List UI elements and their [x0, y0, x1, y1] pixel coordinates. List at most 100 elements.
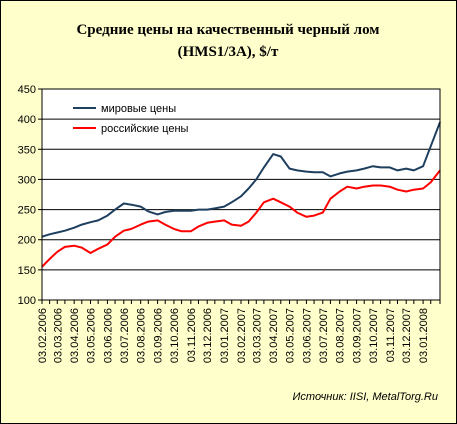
data-point-0: [405, 167, 407, 170]
x-tick-label: 03.07.2006: [119, 308, 131, 363]
data-point-0: [214, 207, 216, 209]
data-point-0: [322, 171, 324, 173]
plot-border: [41, 88, 441, 301]
data-point-1: [97, 248, 99, 250]
data-point-0: [173, 210, 175, 212]
data-point-1: [296, 211, 298, 214]
data-point-0: [106, 215, 109, 217]
data-point-0: [389, 166, 391, 168]
gridlines: [42, 118, 440, 271]
x-tick-label: 03.01.2007: [219, 308, 231, 363]
plot-area: [42, 89, 440, 300]
x-axis: 03.02.2006 03.03.2006 03.04.2006 03.05.2006…: [37, 300, 441, 363]
data-point-0: [231, 201, 233, 203]
data-point-0: [355, 169, 358, 171]
y-tick-label: 250: [18, 205, 36, 217]
data-point-1: [106, 243, 109, 246]
x-tick-label: 03.09.2006: [153, 308, 165, 363]
data-point-0: [156, 213, 159, 215]
data-point-1: [64, 246, 66, 248]
data-point-0: [363, 167, 365, 170]
data-point-0: [339, 172, 341, 174]
data-point-1: [214, 221, 216, 223]
data-point-0: [164, 211, 166, 213]
data-point-0: [372, 165, 374, 167]
data-point-1: [422, 187, 424, 190]
x-tick-label: 03.08.2006: [136, 308, 148, 363]
data-point-0: [56, 231, 58, 234]
data-point-0: [422, 165, 424, 167]
data-point-1: [190, 230, 192, 232]
data-point-0: [223, 205, 225, 208]
x-tick-label: 03.02.2007: [236, 308, 248, 363]
data-point-1: [56, 251, 58, 253]
data-point-1: [140, 224, 142, 226]
data-point-1: [363, 186, 365, 188]
data-point-1: [248, 221, 250, 223]
x-tick-label: 03.03.2007: [251, 308, 263, 363]
data-point-0: [190, 210, 192, 212]
data-point-1: [81, 246, 83, 249]
data-point-1: [389, 186, 391, 188]
data-point-1: [206, 222, 208, 224]
data-point-0: [49, 233, 51, 235]
data-point-1: [130, 228, 133, 230]
data-point-1: [147, 221, 149, 223]
data-point-0: [329, 175, 332, 178]
legend-label-world: мировые цены: [101, 103, 176, 115]
legend-label-russia: российские цены: [101, 123, 189, 135]
data-point-0: [97, 219, 99, 222]
data-point-1: [156, 219, 159, 222]
legend: мировые цены российские цены: [73, 103, 189, 135]
y-tick-label: 450: [18, 84, 36, 96]
data-point-0: [288, 167, 291, 170]
data-point-1: [173, 228, 175, 230]
y-tick-label: 400: [18, 114, 36, 126]
data-point-1: [197, 225, 200, 228]
data-point-1: [255, 211, 257, 214]
x-tick-label: 03.12.2007: [401, 308, 413, 363]
x-tick-label: 03.04.2006: [69, 308, 81, 363]
data-point-0: [140, 205, 142, 208]
x-tick-label: 03.05.2006: [86, 308, 98, 363]
data-point-0: [305, 170, 308, 173]
data-point-1: [223, 219, 225, 222]
data-point-0: [81, 224, 83, 226]
x-tick-label: 03.11.2006: [186, 308, 198, 362]
data-point-1: [240, 225, 242, 227]
x-tick-label: 03.10.2007: [368, 308, 380, 363]
data-point-1: [329, 198, 332, 200]
y-tick-label: 300: [18, 174, 36, 186]
data-point-1: [346, 186, 348, 188]
x-tick-label: 03.04.2007: [268, 308, 280, 363]
data-point-0: [255, 178, 257, 181]
data-point-1: [396, 189, 399, 191]
data-point-0: [206, 208, 208, 211]
y-tick-label: 350: [18, 144, 36, 156]
data-point-0: [346, 170, 348, 173]
data-point-0: [248, 187, 250, 190]
data-point-1: [413, 189, 415, 191]
data-point-1: [280, 201, 282, 203]
x-tick-label: 03.06.2007: [301, 308, 313, 363]
data-point-0: [430, 145, 432, 147]
data-point-1: [123, 230, 125, 232]
data-point-0: [413, 169, 415, 171]
data-point-1: [49, 258, 51, 260]
x-tick-label: 03.03.2006: [52, 308, 64, 363]
data-point-1: [180, 230, 183, 232]
x-tick-label: 03.02.2006: [37, 308, 49, 363]
data-point-0: [396, 169, 399, 171]
y-tick-label: 200: [18, 235, 36, 247]
data-point-0: [73, 227, 75, 229]
data-point-0: [272, 153, 274, 155]
data-point-0: [130, 204, 133, 206]
y-tick-label: 100: [18, 295, 36, 307]
data-point-1: [339, 190, 341, 193]
data-point-0: [123, 202, 125, 205]
y-tick-label: 150: [18, 265, 36, 277]
x-tick-label: 03.10.2006: [169, 308, 181, 363]
data-point-1: [313, 215, 315, 217]
data-point-0: [379, 166, 382, 168]
